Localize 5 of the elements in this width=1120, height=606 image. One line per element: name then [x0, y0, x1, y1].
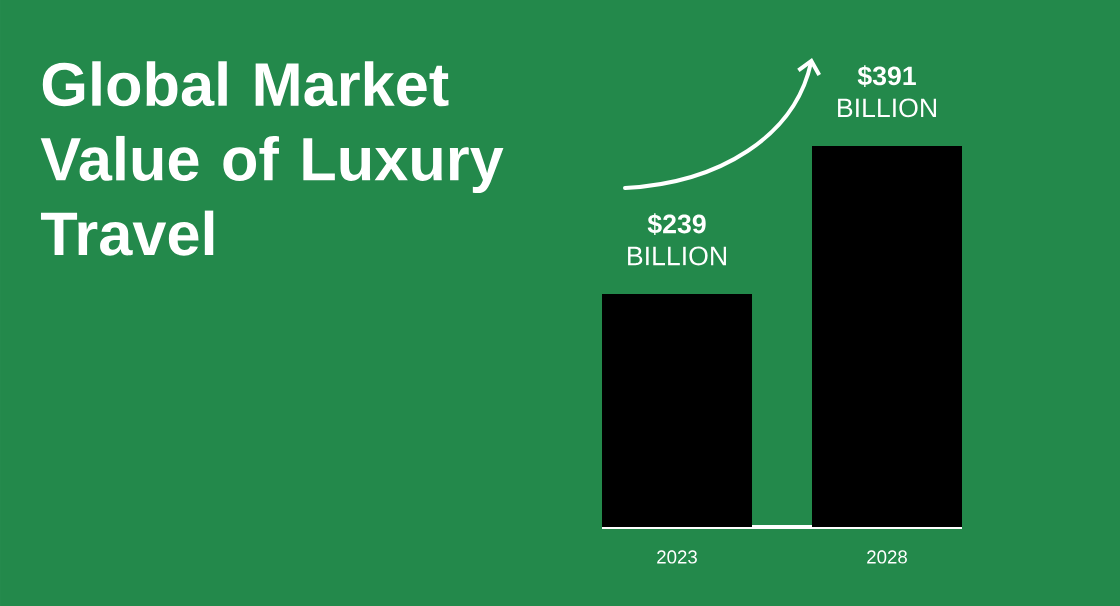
x-tick-label: 2023 [657, 550, 697, 564]
x-tick-label: 2028 [867, 550, 907, 564]
data-label: $239 BILLION [628, 213, 726, 266]
chart-title: Global Market Value of Luxury Travel [40, 61, 504, 256]
data-label: $391 BILLION [838, 65, 936, 118]
